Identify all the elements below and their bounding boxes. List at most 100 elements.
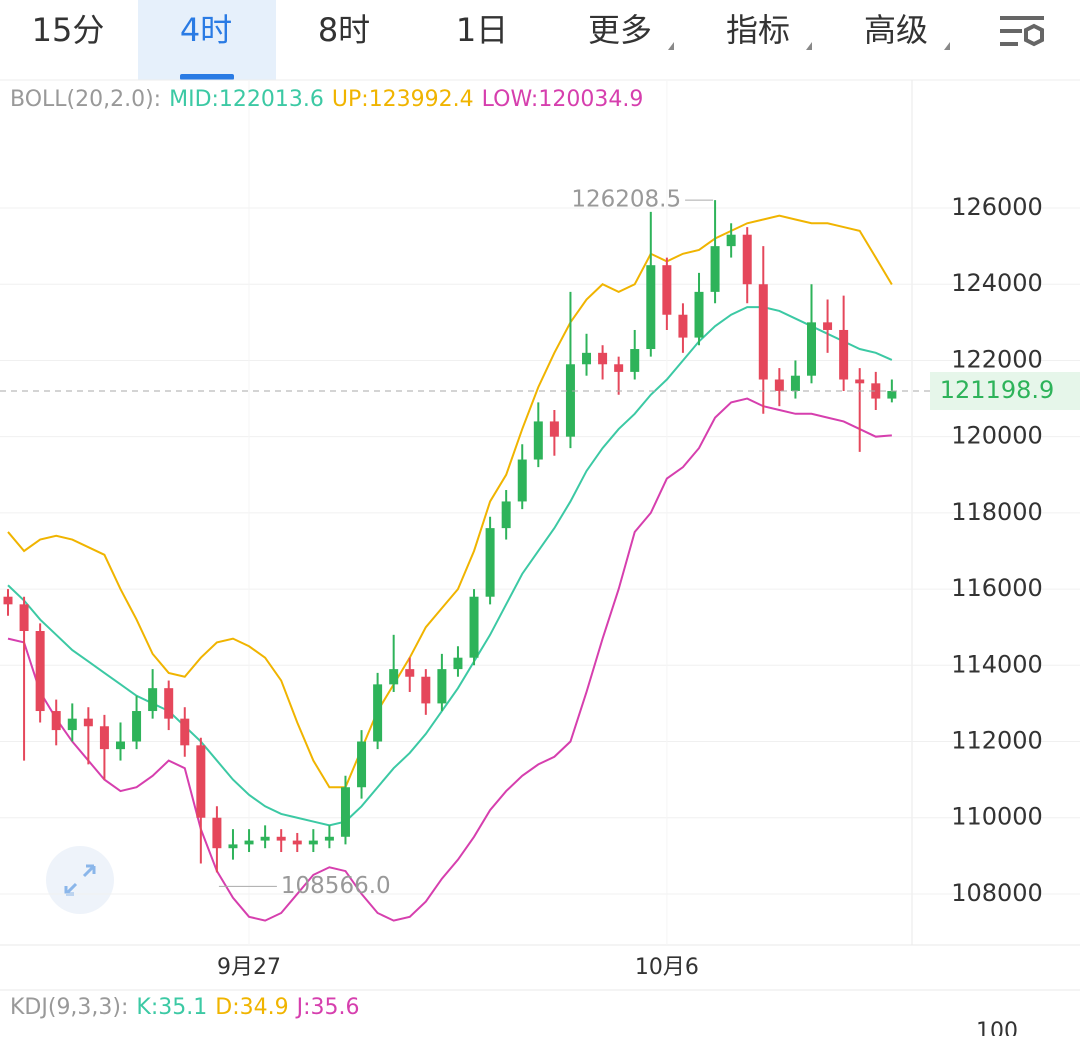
- candle-body: [51, 711, 61, 731]
- candle: [324, 825, 334, 849]
- candle-body: [646, 265, 656, 350]
- icon-hex: [1024, 23, 1044, 47]
- candle-body: [598, 352, 608, 365]
- expand-button[interactable]: [46, 846, 114, 914]
- candle: [790, 360, 800, 399]
- candle-body: [244, 840, 254, 845]
- candle: [453, 646, 463, 677]
- candle-body: [469, 596, 479, 658]
- candle: [662, 257, 672, 330]
- y-tick-label: 120000: [951, 422, 1043, 450]
- candle-body: [871, 383, 881, 399]
- candle: [51, 699, 61, 746]
- candle-body: [324, 836, 334, 841]
- candle-body: [164, 688, 174, 719]
- tab-arrow: [944, 42, 950, 50]
- candle: [565, 291, 575, 449]
- candle-body: [839, 329, 849, 380]
- candle: [871, 371, 881, 410]
- last-price-tag: [930, 371, 1080, 410]
- legend-value: 34.9: [240, 995, 289, 1020]
- candle: [485, 516, 495, 605]
- candle-body: [453, 657, 463, 670]
- candle-body: [308, 840, 318, 845]
- candle: [276, 829, 286, 853]
- tab[interactable]: 4时: [180, 11, 232, 49]
- candle: [807, 284, 816, 384]
- min-label: 108566.0: [281, 873, 391, 899]
- max-label: 126208.5: [571, 187, 681, 213]
- y-tick-label: 114000: [951, 650, 1043, 678]
- settings-icon[interactable]: [1000, 16, 1044, 47]
- candle-body: [758, 284, 768, 380]
- candle-body: [148, 688, 158, 712]
- candle: [630, 329, 640, 380]
- kdj-tick-label: 100: [976, 1019, 1018, 1036]
- x-tick-label: 9月27: [217, 955, 281, 980]
- candle: [3, 589, 13, 616]
- legend-value: 35.6: [311, 995, 360, 1020]
- candle-body: [855, 379, 865, 384]
- indicator-legend: BOLL(20,2.0): MID:122013.6 UP:123992.4 LOW:…: [10, 87, 643, 112]
- candle: [308, 829, 318, 853]
- candle: [839, 295, 849, 391]
- candle-body: [726, 234, 736, 247]
- tab[interactable]: 指标: [726, 11, 790, 49]
- candle: [614, 356, 624, 395]
- tab[interactable]: 高级: [864, 11, 928, 49]
- candle: [180, 707, 190, 757]
- candle: [421, 669, 431, 715]
- tab-arrow: [806, 42, 812, 50]
- legend-name: UP:: [332, 87, 369, 112]
- indicator-label: BOLL(20,2.0):: [10, 87, 161, 112]
- candle-body: [582, 352, 592, 365]
- legend-value: 120034.9: [538, 87, 643, 112]
- candle-body: [3, 596, 13, 605]
- tab[interactable]: 8时: [318, 11, 370, 49]
- candle-body: [405, 669, 415, 677]
- candle: [389, 634, 399, 692]
- candle: [19, 596, 29, 761]
- legend-name: LOW:: [482, 87, 539, 112]
- legend-value: 122013.6: [219, 87, 324, 112]
- candle-body: [35, 631, 45, 712]
- candle-body: [67, 718, 77, 731]
- boll-line: [7, 397, 892, 922]
- candle-body: [196, 745, 206, 818]
- candle-body: [501, 501, 511, 529]
- candle: [823, 299, 833, 353]
- y-tick-label: 108000: [951, 879, 1043, 907]
- candle: [212, 806, 222, 873]
- candle-body: [630, 349, 640, 372]
- candle: [67, 703, 77, 742]
- candle-body: [373, 684, 383, 742]
- indicator-label: KDJ(9,3,3):: [10, 995, 128, 1020]
- y-tick-label: 118000: [951, 498, 1043, 526]
- candle-body: [421, 676, 431, 704]
- candle-body: [485, 528, 495, 597]
- y-tick-label: 126000: [951, 193, 1043, 221]
- x-tick-label: 10月6: [635, 955, 699, 980]
- candle: [533, 402, 543, 468]
- y-tick-label: 112000: [951, 727, 1043, 755]
- candle-body: [292, 840, 302, 845]
- candle: [582, 333, 592, 376]
- tab[interactable]: 更多: [588, 11, 652, 49]
- candle-body: [180, 718, 190, 746]
- candle-body: [99, 726, 109, 750]
- candle: [373, 672, 383, 750]
- candle-body: [565, 364, 575, 437]
- candle-body: [260, 836, 270, 841]
- candle-body: [276, 836, 286, 841]
- legend-value: 123992.4: [369, 87, 474, 112]
- candle: [742, 227, 752, 304]
- tab[interactable]: 15分: [32, 11, 105, 49]
- tab[interactable]: 1日: [456, 11, 508, 49]
- candle-body: [83, 718, 93, 727]
- candle: [501, 490, 511, 540]
- candle: [549, 409, 559, 456]
- candle: [35, 623, 45, 723]
- candle-body: [132, 711, 142, 742]
